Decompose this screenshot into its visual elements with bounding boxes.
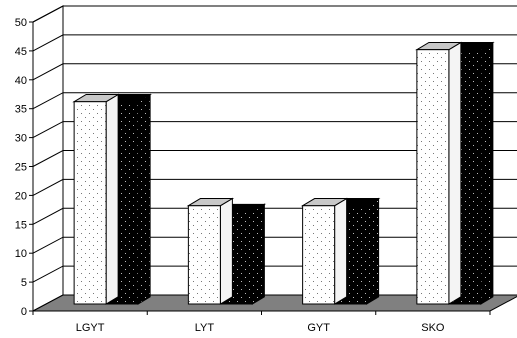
y-tick-label: 25 [15, 162, 27, 174]
bar-side [448, 41, 462, 305]
bar-LGYT-series-1 [72, 93, 120, 305]
bar-front [73, 101, 107, 305]
y-tick-label: 40 [15, 75, 27, 87]
bar-front [302, 205, 336, 305]
y-axis-ticks: 0 5 10 15 20 25 30 35 40 45 50 [15, 17, 33, 318]
bar-SKO-series-1 [415, 41, 463, 305]
y-tick-label: 15 [15, 219, 27, 231]
bar-side [137, 93, 151, 305]
bar-side [251, 203, 265, 305]
x-axis-ticks: LGYT LYT GYT SKO [32, 311, 491, 334]
gridlines [32, 5, 517, 283]
gridline [32, 121, 517, 139]
y-tick-label: 50 [15, 17, 27, 29]
bar-LYT-series-1 [186, 197, 235, 305]
bar-GYT-series-1 [300, 197, 349, 305]
bars [72, 41, 495, 305]
x-tick-label: LGYT [76, 322, 105, 334]
x-tick-label: LYT [195, 322, 215, 334]
y-tick-label: 5 [21, 277, 27, 289]
bar-side [219, 197, 233, 305]
x-tick-label: SKO [421, 322, 445, 334]
bar-side [366, 197, 380, 305]
y-tick-label: 20 [15, 190, 27, 202]
bar-side [105, 93, 119, 305]
bar-side [480, 41, 494, 305]
gridline [32, 178, 517, 196]
gridline [32, 92, 517, 110]
y-tick-label: 30 [15, 133, 27, 145]
y-tick-label: 45 [15, 46, 27, 58]
y-tick-label: 35 [15, 104, 27, 116]
bar-front [416, 49, 450, 305]
x-tick-label: GYT [307, 322, 330, 334]
bar-side [334, 197, 348, 305]
gridline [32, 150, 517, 167]
gridline [32, 5, 517, 23]
bar-front [187, 205, 221, 305]
gridline [32, 63, 517, 81]
y-tick-label: 10 [15, 248, 27, 260]
y-tick-label: 0 [21, 306, 27, 318]
gridline [32, 34, 517, 52]
